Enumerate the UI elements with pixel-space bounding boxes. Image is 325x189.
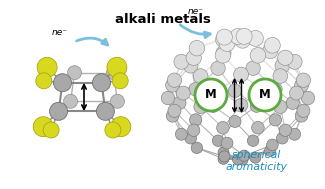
Circle shape (286, 96, 299, 109)
Circle shape (250, 48, 266, 63)
Circle shape (212, 83, 227, 97)
Circle shape (219, 151, 230, 162)
Circle shape (195, 79, 227, 111)
Circle shape (36, 73, 52, 89)
Circle shape (274, 100, 287, 113)
Circle shape (173, 96, 186, 109)
Circle shape (33, 117, 53, 137)
Circle shape (211, 61, 225, 75)
Circle shape (188, 124, 200, 136)
Circle shape (217, 122, 229, 134)
Circle shape (239, 150, 250, 161)
Circle shape (247, 135, 259, 146)
Circle shape (194, 100, 207, 113)
Circle shape (232, 154, 243, 165)
Circle shape (221, 137, 233, 149)
Circle shape (183, 58, 198, 73)
Circle shape (111, 117, 131, 137)
Circle shape (50, 102, 68, 120)
Circle shape (207, 100, 220, 112)
Circle shape (167, 73, 182, 87)
Circle shape (230, 28, 246, 44)
Text: M: M (259, 88, 271, 101)
Circle shape (216, 45, 231, 60)
Circle shape (54, 74, 72, 92)
Circle shape (263, 43, 278, 59)
Circle shape (212, 135, 224, 146)
Circle shape (174, 54, 189, 69)
Circle shape (275, 58, 290, 73)
Text: M: M (205, 88, 217, 101)
Circle shape (64, 94, 78, 108)
Circle shape (247, 30, 263, 46)
Circle shape (301, 91, 315, 105)
Circle shape (112, 73, 128, 89)
Circle shape (296, 73, 311, 87)
Circle shape (111, 94, 124, 108)
Circle shape (295, 109, 308, 122)
Circle shape (277, 132, 288, 144)
Circle shape (166, 78, 179, 92)
Circle shape (237, 154, 248, 165)
Circle shape (198, 82, 224, 108)
Circle shape (294, 78, 308, 92)
Circle shape (43, 122, 59, 138)
Circle shape (250, 100, 263, 112)
Circle shape (189, 114, 202, 126)
Circle shape (107, 66, 121, 80)
Circle shape (269, 114, 281, 126)
Circle shape (269, 82, 282, 96)
Text: alkali metals: alkali metals (114, 13, 211, 26)
Circle shape (176, 86, 190, 100)
Circle shape (191, 142, 202, 154)
Circle shape (176, 128, 188, 140)
Circle shape (97, 102, 114, 120)
Circle shape (265, 37, 280, 53)
Circle shape (161, 91, 175, 105)
Circle shape (215, 48, 231, 63)
Circle shape (246, 61, 260, 75)
Circle shape (228, 84, 242, 98)
Circle shape (290, 86, 304, 100)
Circle shape (105, 122, 121, 138)
Circle shape (279, 124, 292, 136)
Circle shape (37, 57, 57, 77)
Circle shape (219, 36, 235, 51)
Circle shape (289, 128, 301, 140)
Circle shape (297, 104, 310, 117)
Circle shape (218, 153, 229, 164)
Circle shape (252, 122, 264, 134)
Circle shape (216, 29, 232, 45)
Circle shape (186, 50, 202, 65)
Circle shape (287, 54, 302, 69)
Circle shape (193, 69, 208, 84)
Circle shape (252, 82, 278, 108)
Circle shape (234, 98, 248, 112)
Circle shape (215, 32, 231, 47)
Circle shape (168, 104, 181, 117)
Text: ne⁻: ne⁻ (52, 28, 68, 37)
Circle shape (236, 28, 252, 44)
Circle shape (218, 147, 229, 158)
Circle shape (255, 83, 270, 97)
Circle shape (250, 152, 261, 163)
Circle shape (93, 74, 110, 92)
Circle shape (273, 69, 288, 84)
Circle shape (229, 115, 241, 128)
Circle shape (189, 40, 205, 56)
Circle shape (185, 132, 197, 144)
Circle shape (266, 139, 278, 151)
Circle shape (68, 66, 82, 80)
Text: ne⁻: ne⁻ (188, 7, 204, 16)
Circle shape (234, 67, 249, 82)
Circle shape (249, 79, 281, 111)
Circle shape (166, 109, 179, 122)
Circle shape (265, 145, 276, 156)
Circle shape (235, 33, 251, 48)
Circle shape (107, 57, 127, 77)
Circle shape (278, 50, 293, 65)
Text: spherical
aromaticity: spherical aromaticity (225, 150, 287, 172)
Circle shape (189, 82, 202, 96)
